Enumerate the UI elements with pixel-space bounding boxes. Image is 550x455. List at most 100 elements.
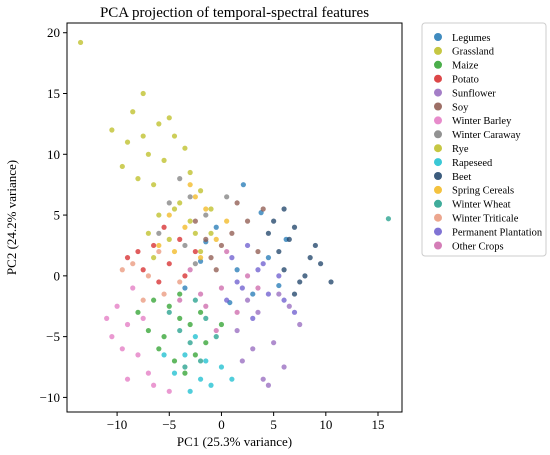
scatter-point-0-0 — [240, 182, 246, 188]
scatter-point-13-5 — [119, 267, 125, 273]
scatter-point-6-11 — [104, 315, 110, 321]
x-tick-label: 0 — [218, 417, 225, 432]
scatter-point-5-8 — [260, 206, 266, 212]
scatter-point-8-0 — [77, 39, 84, 46]
scatter-point-4-3 — [286, 303, 292, 309]
scatter-point-11-2 — [171, 248, 178, 255]
scatter-point-8-1 — [166, 236, 172, 242]
scatter-point-10-1 — [291, 224, 298, 230]
scatter-point-11-7 — [187, 182, 193, 188]
scatter-point-4-0 — [255, 309, 261, 315]
scatter-point-13-2 — [130, 261, 136, 267]
legend-label: Other Crops — [452, 241, 504, 252]
scatter-point-6-10 — [124, 376, 131, 382]
scatter-point-6-5 — [151, 382, 157, 388]
legend: Legumes Grassland Maize Potato Sunflower Soy W… — [421, 22, 547, 257]
x-tick-label: −5 — [162, 417, 176, 432]
scatter-point-6-1 — [135, 352, 141, 358]
scatter-point-12-4 — [213, 334, 219, 340]
legend-label: Rapeseed — [452, 158, 493, 169]
scatter-point-2-13 — [135, 309, 141, 315]
scatter-point-10-10 — [318, 261, 324, 267]
scatter-point-11-1 — [203, 206, 209, 212]
scatter-point-11-9 — [156, 242, 162, 249]
scatter-point-1-3 — [124, 139, 131, 145]
scatter-point-10-4 — [271, 218, 277, 224]
scatter-point-3-7 — [124, 255, 131, 261]
scatter-point-2-0 — [177, 315, 183, 321]
scatter-point-15-5 — [213, 327, 219, 334]
scatter-point-4-11 — [265, 382, 272, 388]
scatter-point-10-9 — [265, 230, 272, 236]
legend-marker — [434, 130, 442, 139]
scatter-point-8-6 — [208, 230, 214, 236]
scatter-point-8-3 — [151, 255, 157, 261]
scatter-point-10-12 — [328, 279, 334, 285]
scatter-point-10-6 — [312, 242, 318, 249]
scatter-point-10-0 — [276, 248, 282, 255]
scatter-point-3-2 — [140, 267, 146, 273]
scatter-point-10-13 — [281, 206, 287, 212]
scatter-point-5-4 — [192, 218, 198, 224]
scatter-point-2-2 — [192, 352, 198, 358]
scatter-point-2-5 — [145, 327, 151, 334]
scatter-point-15-1 — [203, 303, 209, 309]
scatter-point-13-4 — [177, 279, 183, 285]
scatter-point-5-0 — [229, 230, 235, 236]
scatter-point-6-6 — [109, 334, 115, 340]
scatter-point-9-2 — [208, 382, 214, 388]
legend-marker — [434, 116, 442, 125]
scatter-point-5-2 — [244, 218, 251, 224]
scatter-point-4-9 — [244, 297, 251, 303]
legend-label: Beet — [452, 172, 471, 183]
legend-label: Winter Triticale — [452, 214, 519, 225]
scatter-point-14-6 — [244, 242, 251, 249]
x-tick-label: 5 — [270, 417, 277, 432]
scatter-point-12-6 — [192, 297, 198, 303]
scatter-point-8-7 — [145, 230, 151, 236]
scatter-point-5-7 — [213, 267, 219, 273]
scatter-point-7-1 — [166, 200, 172, 206]
legend-label: Winter Caraway — [452, 130, 521, 141]
legend-label: Grassland — [452, 47, 495, 58]
scatter-point-13-0 — [145, 273, 151, 279]
x-tick-label: 10 — [319, 417, 332, 432]
legend-label: Winter Barley — [452, 116, 512, 127]
scatter-point-0-10 — [276, 282, 282, 289]
scatter-point-10-11 — [291, 291, 298, 297]
scatter-point-14-5 — [276, 273, 282, 279]
y-tick-label: 20 — [47, 25, 60, 40]
scatter-point-12-1 — [203, 315, 209, 321]
legend-marker — [434, 60, 442, 69]
scatter-point-2-7 — [171, 358, 178, 364]
scatter-point-14-9 — [234, 279, 240, 285]
legend-marker — [434, 172, 442, 180]
scatter-point-11-5 — [166, 212, 172, 218]
scatter-point-9-1 — [182, 352, 188, 358]
legend-label: Soy — [452, 102, 469, 113]
x-axis-label: PC1 (25.3% variance) — [177, 434, 292, 449]
scatter-point-14-8 — [281, 297, 287, 303]
scatter-point-0-9 — [250, 291, 256, 297]
scatter-point-4-2 — [239, 358, 245, 364]
scatter-point-5-5 — [255, 248, 261, 255]
scatter-point-9-4 — [218, 364, 225, 370]
legend-marker — [434, 241, 442, 250]
scatter-point-0-11 — [197, 258, 204, 264]
scatter-point-2-12 — [218, 321, 225, 328]
scatter-point-9-8 — [229, 376, 235, 382]
scatter-point-4-7 — [250, 346, 256, 352]
scatter-point-15-3 — [187, 267, 193, 273]
chart-title: PCA projection of temporal-spectral feat… — [100, 5, 369, 21]
y-tick-label: 5 — [54, 208, 61, 223]
scatter-point-1-8 — [135, 176, 141, 182]
scatter-point-1-9 — [197, 188, 204, 194]
scatter-point-15-9 — [177, 297, 183, 303]
scatter-point-11-4 — [213, 236, 219, 242]
scatter-point-6-7 — [130, 285, 136, 291]
legend-marker — [434, 158, 442, 167]
scatter-point-3-0 — [151, 242, 157, 249]
scatter-point-7-3 — [177, 176, 183, 182]
scatter-point-7-4 — [192, 261, 198, 267]
scatter-point-11-3 — [192, 194, 198, 200]
